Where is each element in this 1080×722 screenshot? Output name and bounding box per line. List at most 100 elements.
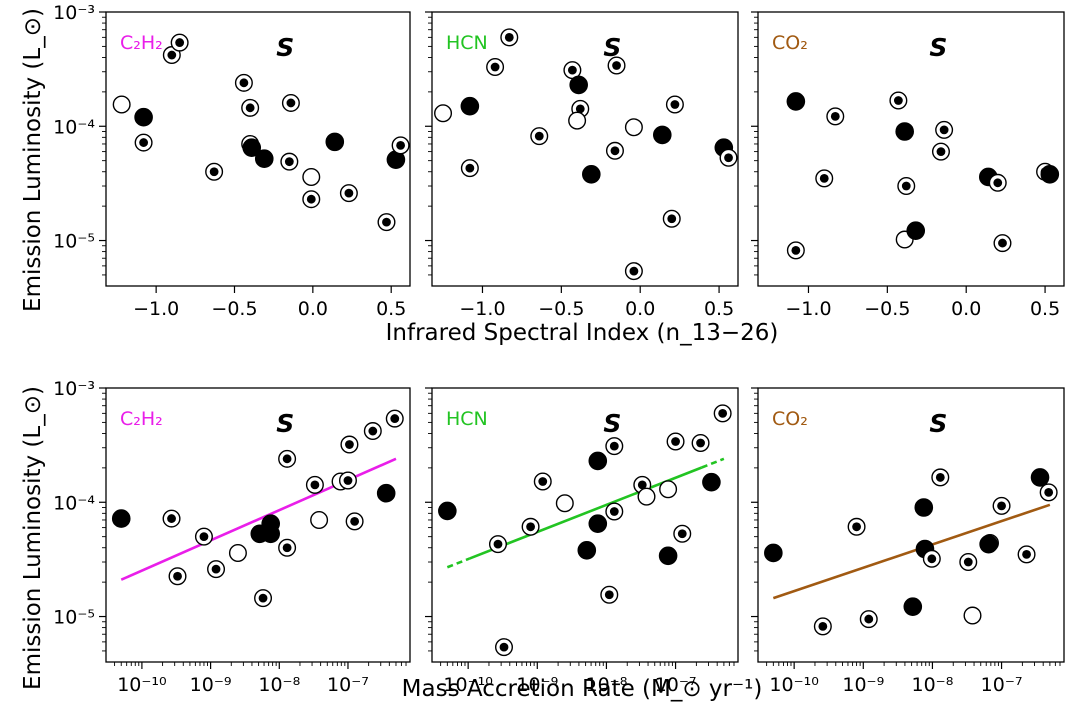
x-tick-label: −0.5 [538,298,584,320]
panel-top-middle: −1.0 −0.5 0.0 0.5 HCN S [425,11,739,320]
data-point-dotted [605,502,624,521]
data-point-dotted [859,610,878,629]
data-point-dotted [340,435,359,454]
data-point-open [637,487,656,506]
data-point-dotted [533,472,552,491]
data-point-center [667,214,677,224]
data-point-center [344,188,354,198]
x-tick-label: 10⁻⁹ [516,674,558,696]
data-point-center [830,111,840,121]
stamp-label: S [276,33,294,62]
data-point-center [199,532,209,542]
data-point-dotted [624,262,643,281]
data-point-center [629,266,639,276]
data-point-filled [254,149,274,169]
axes-frame [757,11,1065,287]
x-tick-label: 0.0 [951,298,981,320]
data-point-dotted [713,404,732,423]
x-tick-label: 10⁻⁹ [842,674,884,696]
data-point-dotted [170,33,189,52]
data-point-center [245,103,255,113]
data-point-filled [588,451,608,471]
data-point-filled [242,138,262,157]
data-point-center [286,98,296,108]
data-point-dotted [486,58,505,77]
data-point-dotted [826,107,845,126]
data-point-dotted [931,468,950,487]
data-point-dotted [988,173,1007,192]
data-point-center [239,78,249,88]
data-point-center [504,32,514,42]
data-point-dotted [254,589,273,608]
data-point-dotted [281,93,300,112]
fit-line-extension [446,557,470,569]
data-point-center [139,138,149,147]
x-tick-label: 10⁻¹⁰ [443,674,492,696]
data-point-dotted [931,142,950,161]
x-tick-label: 0.5 [1030,298,1060,320]
data-point-center [575,104,585,114]
data-point-dotted [786,241,805,260]
data-point-center [167,514,176,523]
data-point-center [893,96,903,105]
x-tick-label: 10⁻⁷ [981,674,1023,696]
data-point-dotted [168,567,187,586]
data-point-dotted [662,209,681,228]
data-point-center [306,194,316,204]
panels-layer: 10⁻⁵ 10⁻⁴ 10⁻³ −1.0 −0.5 0.0 0.5 C₂H₂ S −1.0 −0.5 0… [53,2,1065,696]
x-tick-label: 0.5 [704,298,734,320]
data-point-center [791,245,801,255]
data-point-dotted [665,95,684,114]
data-point-dotted [278,449,297,468]
data-point-dotted [813,617,832,636]
data-point-center [490,62,500,72]
data-point-center [609,507,619,516]
data-point-filled [1030,468,1050,487]
data-point-filled [460,96,480,116]
data-point-center [282,543,292,553]
x-tick-label: 10⁻⁷ [327,674,369,696]
data-point-center [390,414,400,423]
data-point-open [228,543,247,562]
axes-frame [105,387,411,663]
data-point-filled [658,546,678,566]
x-tick-label: −0.5 [864,298,910,320]
data-point-dotted [530,127,549,146]
data-point-filled [582,164,601,184]
data-point-center [724,153,733,163]
row1-ylabel: Emission Luminosity (L_⊙) [20,8,46,312]
data-point-center [604,590,614,600]
data-point-dotted [922,549,941,568]
data-point-center [939,125,949,135]
data-point-center [282,454,292,464]
x-tick-label: −0.5 [211,298,257,320]
x-tick-label: 10⁻⁸ [912,674,954,696]
data-point-center [852,522,861,532]
data-point-open [659,480,678,499]
data-point-center [350,517,360,526]
data-point-dotted [992,496,1011,515]
y-tick-label: 10⁻⁵ [53,607,95,629]
data-point-dotted [959,553,978,572]
x-tick-label: 0.0 [298,298,328,320]
data-point-center [382,217,391,227]
panel-bottom-left: 10⁻⁵ 10⁻⁴ 10⁻³ 10⁻¹⁰ 10⁻⁹ 10⁻⁸ 10⁻⁷ C₂H₂ S [53,378,411,696]
panel-bottom-middle: 10⁻¹⁰ 10⁻⁹ 10⁻⁸ 10⁻⁷ HCN S [425,387,739,696]
y-tick-label: 10⁻⁴ [53,492,95,514]
data-point-center [343,476,353,485]
data-point-dotted [241,98,260,117]
data-point-dotted [500,28,519,47]
data-point-center [818,621,828,631]
molecule-label: C₂H₂ [120,32,163,54]
data-point-center [258,593,268,603]
data-point-filled [895,122,914,141]
data-point-dotted [605,437,624,456]
data-point-open [434,104,453,123]
data-point-center [696,438,705,448]
data-point-center [396,141,405,150]
data-point-dotted [338,471,357,490]
data-point-dotted [280,152,299,171]
panel-bottom-right: 10⁻¹⁰ 10⁻⁹ 10⁻⁸ 10⁻⁷ CO₂ S [751,387,1065,696]
data-point-center [718,408,728,418]
